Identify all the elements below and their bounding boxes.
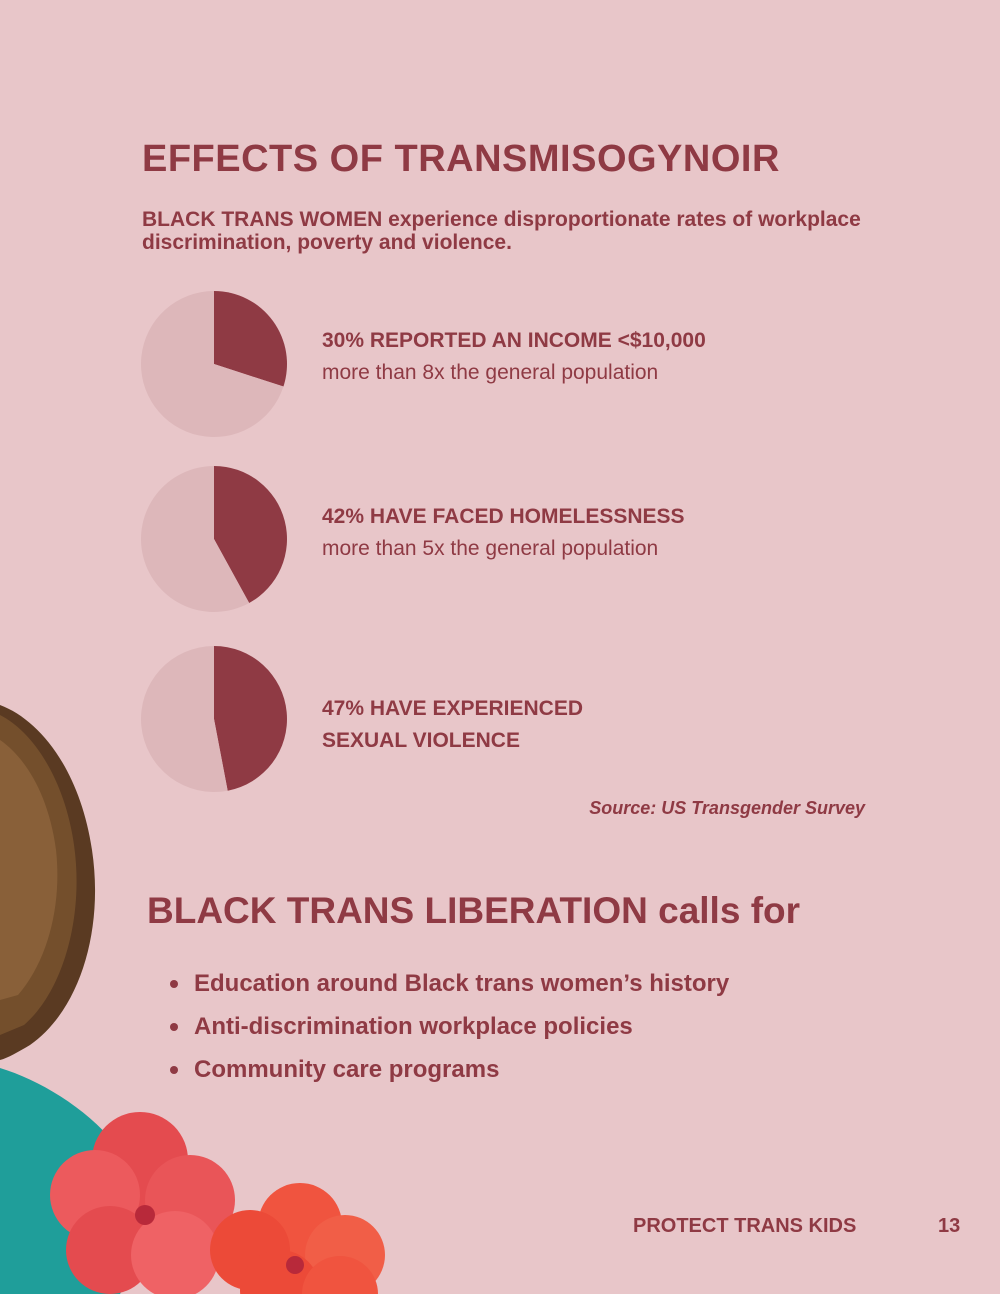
decorative-photo	[0, 705, 385, 1294]
pie-slice-rest	[141, 646, 228, 792]
footer-label: PROTECT TRANS KIDS	[633, 1215, 857, 1237]
source-citation: Source: US Transgender Survey	[589, 798, 865, 818]
pie-chart-income	[141, 291, 287, 437]
stat-sexual-violence: 47% HAVE EXPERIENCED SEXUAL VIOLENCE	[322, 693, 882, 757]
stat-income-headline: 30% REPORTED AN INCOME <$10,000	[322, 329, 706, 352]
stat-homelessness-headline: 42% HAVE FACED HOMELESSNESS	[322, 505, 685, 528]
pie-slice-rest	[141, 466, 250, 612]
pie-slice-highlight	[214, 646, 287, 791]
list-item: Anti-discrimination workplace policies	[169, 1005, 729, 1048]
flower-right	[210, 1183, 385, 1294]
call-title: BLACK TRANS LIBERATION calls for	[147, 890, 801, 931]
page-title: EFFECTS OF TRANSMISOGYNOIR	[142, 138, 780, 180]
stat-income: 30% REPORTED AN INCOME <$10,000 more tha…	[322, 325, 882, 389]
pie-chart-sexual-violence	[141, 646, 287, 792]
hair-illustration	[0, 705, 96, 1060]
stat-sexual-violence-headline: 47% HAVE EXPERIENCED SEXUAL VIOLENCE	[322, 697, 584, 752]
list-item: Education around Black trans women’s his…	[169, 962, 729, 1005]
pie-slice-highlight	[214, 291, 287, 387]
page-subtitle: BLACK TRANS WOMEN experience disproporti…	[142, 208, 861, 254]
stat-homelessness-detail: more than 5x the general population	[322, 537, 659, 560]
stat-homelessness: 42% HAVE FACED HOMELESSNESS more than 5x…	[322, 501, 882, 565]
call-list: Education around Black trans women’s his…	[169, 962, 729, 1091]
flower-left	[50, 1112, 235, 1294]
list-item: Community care programs	[169, 1048, 729, 1091]
stat-income-detail: more than 8x the general population	[322, 361, 659, 384]
pie-slice-highlight	[214, 466, 287, 603]
page-number: 13	[938, 1215, 961, 1237]
pie-slice-rest	[141, 291, 284, 437]
pie-chart-homelessness	[141, 466, 287, 612]
